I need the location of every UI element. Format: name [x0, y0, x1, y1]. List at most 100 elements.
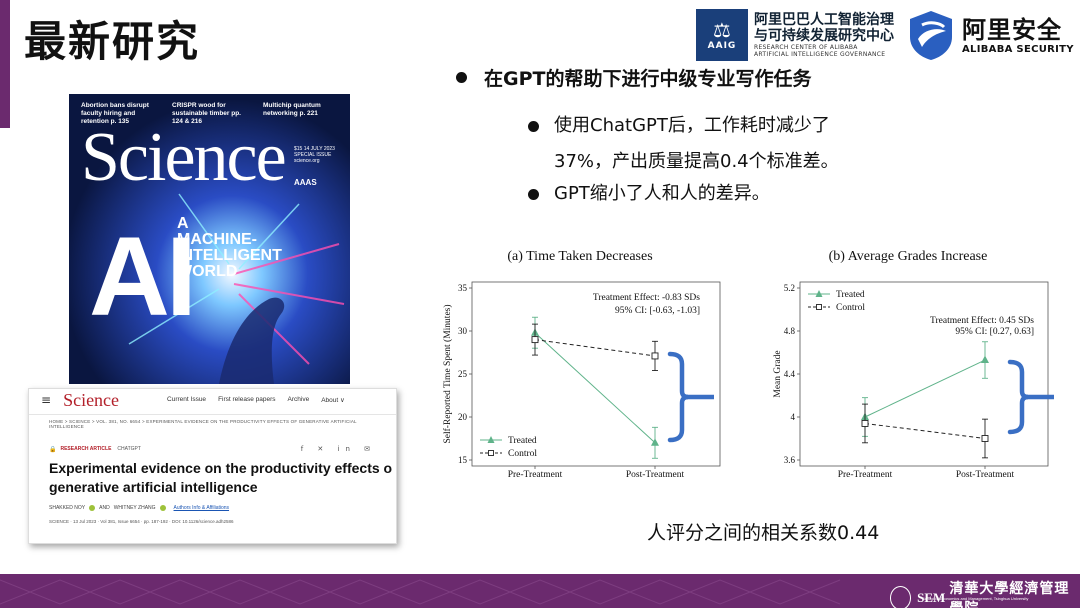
tsinghua-sem-logo: SEM 清華大學經濟管理學院	[890, 578, 1080, 608]
aaig-name-cn-2: 与可持续发展研究中心	[754, 28, 894, 44]
shield-icon	[910, 11, 952, 60]
legend-label: Control	[508, 449, 537, 459]
left-accent-bar	[0, 0, 10, 128]
data-point-treated	[981, 355, 989, 364]
cover-headlines: Abortion bans disrupt faculty hiring and…	[81, 102, 343, 126]
article-type-row: 🔒 RESEARCH ARTICLE CHATGPT f ✕ in ✉	[29, 433, 396, 453]
y-tick-label: 4.8	[784, 326, 796, 336]
orcid-icon	[159, 505, 166, 511]
nav-first-release[interactable]: First release papers	[218, 396, 276, 403]
nav-archive[interactable]: Archive	[287, 396, 310, 403]
cover-masthead: Science	[81, 119, 287, 196]
footer-bar: SEM 清華大學經濟管理學院 School of Economics and M…	[0, 574, 1080, 608]
legend-marker	[815, 290, 823, 297]
affiliations-link[interactable]: Authors Info & Affiliations	[173, 505, 230, 511]
article-authors: SHAKKED NOY AND WHITNEY ZHANG Authors In…	[29, 497, 396, 511]
y-tick-label: 5.2	[784, 283, 795, 293]
legend-label: Treated	[836, 290, 865, 300]
treatment-effect-label: Treatment Effect: 0.45 SDs	[930, 315, 1034, 326]
author-name[interactable]: SHAKKED NOY	[49, 505, 86, 511]
aaig-text: 阿里巴巴人工智能治理 与可持续发展研究中心 RESEARCH CENTER OF…	[754, 12, 894, 58]
cover-headline: Abortion bans disrupt faculty hiring and…	[81, 102, 149, 125]
y-axis-label: Mean Grade	[773, 350, 783, 397]
alibaba-security-text: 阿里安全 ALIBABA SECURITY	[962, 16, 1074, 55]
science-article-screenshot: ≡ Science Current Issue First release pa…	[28, 388, 397, 544]
treatment-effect-label: Treatment Effect: -0.83 SDs	[593, 292, 700, 303]
hamburger-menu-icon[interactable]: ≡	[41, 393, 52, 407]
y-tick-label: 30	[458, 326, 468, 336]
tsinghua-seal-icon	[890, 586, 912, 608]
data-point-treated	[531, 328, 539, 336]
bullet-sub-2-text: GPT缩小了人和人的差异。	[554, 183, 770, 204]
author-name[interactable]: WHITNEY ZHANG	[113, 505, 156, 511]
x-tick-label: Pre-Treatment	[838, 470, 893, 480]
cover-issue-info: $15 14 JULY 2023 SPECIAL ISSUE science.o…	[294, 146, 335, 164]
cover-aaas-logo: AAAS	[294, 178, 317, 187]
school-name-en: School of Economics and Management, Tsin…	[922, 596, 1029, 601]
article-section: CHATGPT	[117, 446, 141, 452]
breadcrumb: HOME > SCIENCE > VOL. 381, NO. 6654 > EX…	[49, 419, 357, 429]
bullet-main-text: 在GPT的帮助下进行中级专业写作任务	[484, 68, 812, 90]
legend-label: Control	[836, 303, 865, 313]
aaig-emblem: ⚖ AAIG	[696, 9, 748, 61]
nav-current-issue[interactable]: Current Issue	[167, 396, 207, 403]
bullet-sub-1-line-2: 37%，产出质量提高0.4个标准差。	[554, 151, 839, 172]
nav-about[interactable]: About ∨	[321, 397, 345, 404]
y-tick-label: 35	[458, 283, 468, 293]
plot-frame	[799, 281, 1049, 467]
alibaba-security-logo: 阿里安全 ALIBABA SECURITY	[906, 8, 1076, 62]
bracket-annotation	[667, 351, 689, 443]
chart-title: (a) Time Taken Decreases	[507, 249, 652, 264]
article-meta: SCIENCE · 13 Jul 2023 · Vol 381, Issue 6…	[49, 519, 234, 524]
chart-title: (b) Average Grades Increase	[829, 249, 988, 264]
x-tick-label: Post-Treatment	[626, 470, 685, 480]
article-type: RESEARCH ARTICLE	[60, 446, 112, 452]
science-logo[interactable]: Science	[63, 389, 120, 410]
orcid-icon	[89, 505, 96, 511]
series-line-treated	[864, 359, 986, 418]
alibaba-security-cn: 阿里安全	[962, 15, 1062, 44]
share-icons[interactable]: f ✕ in ✉	[300, 445, 376, 453]
bracket-annotation	[1007, 359, 1029, 435]
y-tick-label: 15	[458, 455, 468, 465]
webpage-header: ≡ Science Current Issue First release pa…	[29, 389, 396, 411]
y-tick-label: 3.6	[784, 455, 796, 465]
y-tick-label: 20	[458, 412, 468, 422]
article-title: Experimental evidence on the productivit…	[29, 453, 396, 497]
aaig-name-en-1: RESEARCH CENTER OF ALIBABA	[754, 44, 858, 51]
legend-label: Treated	[508, 436, 537, 446]
divider	[29, 414, 396, 415]
aaig-name-cn-1: 阿里巴巴人工智能治理	[754, 12, 894, 28]
y-tick-label: 4	[791, 412, 796, 422]
correlation-caption: 人评分之间的相关系数0.44	[647, 522, 880, 544]
scales-icon: ⚖	[713, 18, 731, 42]
aaig-name-en-2: ARTIFICIAL INTELLIGENCE GOVERNANCE	[754, 51, 886, 58]
x-tick-label: Pre-Treatment	[508, 470, 563, 480]
sem-text: SEM	[917, 590, 946, 605]
confidence-interval-label: 95% CI: [-0.63, -1.03]	[615, 306, 700, 316]
bullet-sub-1-line-1: 使用ChatGPT后，工作耗时减少了	[554, 115, 830, 136]
data-point-control	[981, 435, 989, 442]
bullet-sub-2: GPT缩小了人和人的差异。	[528, 180, 888, 208]
data-point-control	[861, 420, 869, 427]
article-title-line-1: Experimental evidence on the productivit…	[49, 460, 393, 476]
data-point-treated	[651, 438, 659, 446]
bullet-main: 在GPT的帮助下进行中级专业写作任务	[456, 64, 976, 91]
article-title-line-2: generative artificial intelligence	[49, 479, 258, 495]
aaig-logo: ⚖ AAIG 阿里巴巴人工智能治理 与可持续发展研究中心 RESEARCH CE…	[696, 8, 902, 62]
cover-headline: CRISPR wood for sustainable timber pp. 1…	[172, 102, 241, 125]
page-title: 最新研究	[24, 17, 201, 66]
series-line-control	[864, 422, 986, 439]
data-point-control	[651, 352, 659, 360]
aaig-abbr: AAIG	[707, 41, 737, 51]
y-tick-label: 4.4	[784, 369, 796, 379]
y-axis-label: Self-Reported Time Spent (Minutes)	[442, 304, 453, 443]
plot-frame	[471, 281, 721, 467]
confidence-interval-label: 95% CI: [0.27, 0.63]	[955, 327, 1034, 337]
bullet-sub-1: 使用ChatGPT后，工作耗时减少了 37%，产出质量提高0.4个标准差。	[528, 108, 888, 180]
x-tick-label: Post-Treatment	[956, 470, 1015, 480]
legend-marker	[488, 450, 494, 456]
cover-tagline: A MACHINE-INTELLIGENT WORLD	[177, 215, 282, 280]
series-line-treated	[534, 332, 656, 444]
series-line-control	[534, 339, 656, 357]
